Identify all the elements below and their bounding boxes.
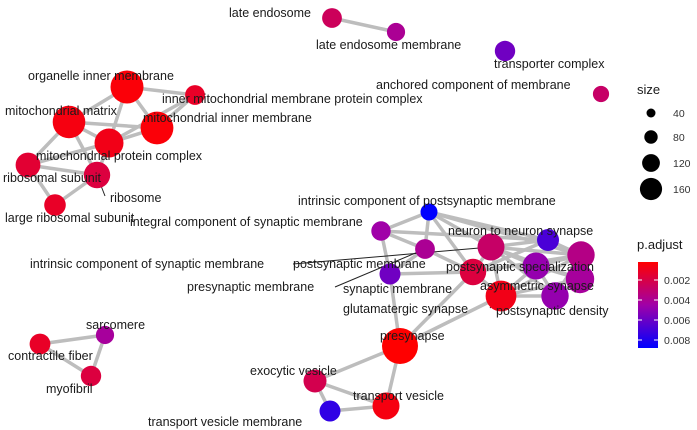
edge-late-endosome-late-endosome-membrane [330, 16, 398, 34]
label-ribosomal-subunit: ribosomal subunit [3, 171, 101, 185]
node-synaptic-membrane [459, 258, 487, 286]
node-transporter-complex [494, 40, 516, 62]
label-late-endosome: late endosome [229, 6, 311, 20]
node-mitochondrial-matrix [52, 105, 86, 139]
label-transport-vesicle: transport vesicle [353, 389, 444, 403]
label-postsynaptic-density: postsynaptic density [496, 304, 609, 318]
label-integral-component-of-synaptic-membrane: integral component of synaptic membrane [130, 215, 363, 229]
size-legend-key-120 [642, 154, 660, 172]
node-inner-mitochondrial-membrane-protein-complex [185, 85, 205, 105]
edge-glutamatergic-synapse-presynapse [398, 294, 503, 348]
node-transport-vesicle-membrane [319, 400, 341, 422]
label-sarcomere: sarcomere [86, 318, 145, 332]
node-integral-component-of-synaptic-membrane [371, 221, 391, 241]
p-adjust-legend-title: p.adjust [637, 237, 683, 252]
node-extra-synaptic-node [522, 252, 550, 280]
node-large-ribosomal-subunit [44, 194, 66, 216]
label-layer: late endosome late endosome membrane trans… [3, 6, 609, 429]
node-presynapse [382, 328, 418, 364]
size-legend-label-40: 40 [673, 108, 685, 120]
node-transport-vesicle [372, 392, 400, 420]
label-postsynaptic-specialization: postsynaptic specialization [446, 260, 594, 274]
label-contractile-fiber: contractile fiber [8, 349, 93, 363]
node-intrinsic-component-of-postsynaptic-membrane [420, 203, 438, 221]
node-ribosomal-subunit [15, 152, 41, 178]
p-adjust-tick-label-1: 0.004 [664, 295, 690, 307]
node-late-endosome-membrane [386, 22, 406, 42]
label-asymmetric-synapse: asymmetric synapse [480, 279, 594, 293]
label-transport-vesicle-membrane: transport vesicle membrane [148, 415, 302, 429]
node-postsynaptic-membrane [537, 229, 559, 251]
label-transporter-complex: transporter complex [494, 57, 605, 71]
node-presynaptic-membrane [379, 263, 401, 285]
p-adjust-tick-label-2: 0.006 [664, 315, 690, 327]
label-postsynaptic-membrane: postsynaptic membrane [293, 257, 426, 271]
label-mitochondrial-matrix: mitochondrial matrix [5, 104, 118, 118]
size-legend: size 40 80 120 160 [637, 82, 691, 201]
node-myofibril [80, 365, 102, 387]
node-late-endosome [322, 8, 342, 28]
label-intrinsic-component-of-postsynaptic-membrane: intrinsic component of postsynaptic memb… [298, 194, 556, 208]
node-glutamatergic-synapse [485, 280, 517, 312]
label-organelle-inner-membrane: organelle inner membrane [28, 69, 174, 83]
node-sarcomere [95, 325, 115, 345]
label-myofibril: myofibril [46, 382, 93, 396]
label-neuron-to-neuron-synapse: neuron to neuron synapse [448, 224, 593, 238]
label-intrinsic-component-of-synaptic-membrane: intrinsic component of synaptic membrane [30, 257, 264, 271]
edge-presynaptic-membrane-synaptic-membrane [388, 270, 475, 276]
label-large-ribosomal-subunit: large ribosomal subunit [5, 211, 135, 225]
label-glutamatergic-synapse: glutamatergic synapse [343, 302, 468, 316]
node-neuron-to-neuron-synapse [477, 233, 505, 261]
size-legend-key-160 [639, 177, 663, 201]
p-adjust-tick-label-0: 0.002 [664, 275, 690, 287]
leader-line-presynaptic-membrane [334, 248, 426, 288]
size-legend-label-120: 120 [673, 158, 691, 170]
node-asymmetric-synapse [565, 264, 595, 294]
node-organelle-inner-membrane [110, 70, 144, 104]
node-contractile-fiber [29, 333, 51, 355]
label-ribosome: ribosome [110, 191, 161, 205]
edge-sarcomere-contractile-fiber [38, 333, 107, 346]
size-legend-label-80: 80 [673, 132, 685, 144]
label-inner-mitochondrial-membrane-protein-complex: inner mitochondrial membrane protein com… [162, 92, 423, 106]
label-exocytic-vesicle: exocytic vesicle [250, 364, 337, 378]
size-legend-key-80 [644, 130, 658, 144]
label-synaptic-membrane: synaptic membrane [343, 282, 452, 296]
p-adjust-tick-label-3: 0.008 [664, 335, 690, 347]
node-layer [15, 8, 610, 422]
label-presynapse: presynapse [380, 329, 445, 343]
edge-neuron-to-neuron-synapse-postsynaptic-specialization [489, 245, 583, 257]
node-postsynaptic-density [541, 282, 569, 310]
label-late-endosome-membrane: late endosome membrane [316, 38, 461, 52]
label-presynaptic-membrane: presynaptic membrane [187, 280, 314, 294]
p-adjust-colorbar [638, 262, 658, 348]
label-anchored-component-of-membrane: anchored component of membrane [376, 78, 571, 92]
node-mitochondrial-protein-complex [94, 128, 124, 158]
node-intrinsic-component-of-synaptic-membrane [415, 239, 435, 259]
node-anchored-component-of-membrane [592, 85, 610, 103]
label-mitochondrial-inner-membrane: mitochondrial inner membrane [143, 111, 312, 125]
edge-integral-component-of-synaptic-membrane-postsynaptic-membrane [379, 229, 550, 242]
label-mitochondrial-protein-complex: mitochondrial protein complex [36, 149, 203, 163]
node-exocytic-vesicle [303, 369, 327, 393]
size-legend-title: size [637, 82, 660, 97]
p-adjust-legend: p.adjust 0.002 0.004 0.006 0.008 [637, 237, 690, 348]
size-legend-label-160: 160 [673, 184, 691, 196]
node-mitochondrial-inner-membrane [140, 111, 174, 145]
size-legend-key-40 [646, 108, 656, 118]
leader-line-postsynaptic-membrane [292, 246, 492, 265]
node-postsynaptic-specialization [567, 241, 595, 269]
node-ribosome [83, 161, 111, 189]
